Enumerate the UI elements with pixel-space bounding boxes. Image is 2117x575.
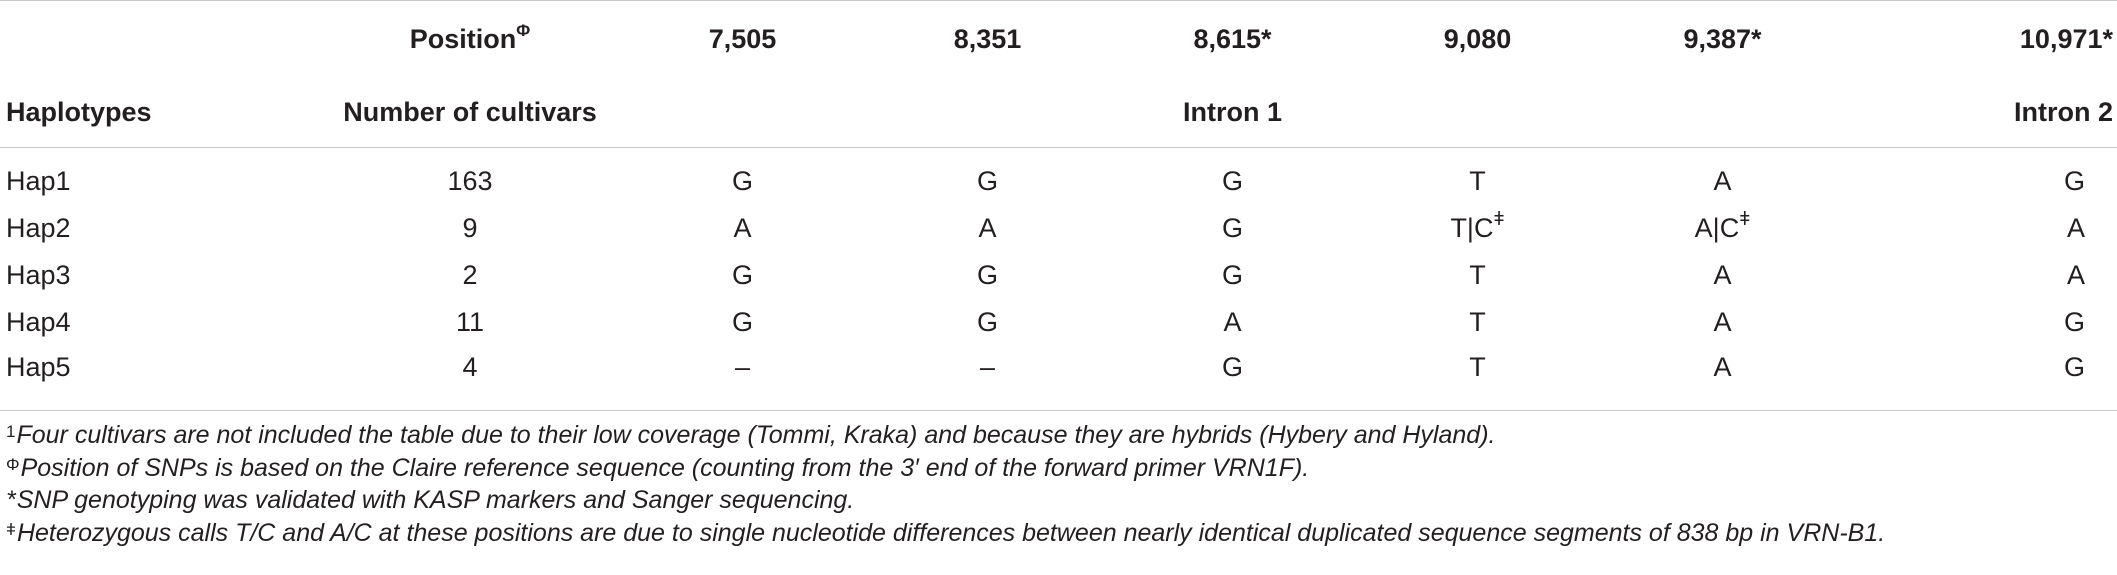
- cell-haplotype: Hap4: [6, 307, 71, 337]
- cell-snp-6: A: [2066, 260, 2085, 290]
- cell-snp-3: G: [1110, 346, 1355, 411]
- header-pos-6: 10,971*: [1845, 0, 2117, 77]
- cell-snp-5: A: [1600, 148, 1845, 206]
- header-intron1: Intron 1: [620, 77, 1845, 148]
- haplotype-table-container: PositionΦ 7,505 8,351 8,615* 9,080 9,387…: [0, 0, 2117, 411]
- cell-count: 11: [455, 307, 485, 337]
- header-haplotypes: Haplotypes: [0, 77, 320, 148]
- cell-snp-6: G: [2063, 307, 2085, 337]
- header-cultivars: Number of cultivars: [320, 77, 620, 148]
- cell-snp-2: G: [976, 166, 998, 196]
- footnote-mark: ǂ: [6, 519, 16, 539]
- snp-value: T|C: [1450, 213, 1494, 243]
- snp-value: T: [1469, 166, 1486, 196]
- cell-snp-1: G: [731, 307, 753, 337]
- header-pos-2: 8,351: [865, 0, 1110, 77]
- cell-snp-1: G: [731, 260, 753, 290]
- cell-snp-1: –: [620, 346, 865, 411]
- cell-count: 2: [462, 260, 478, 290]
- cell-snp-4: T: [1355, 148, 1600, 206]
- footnote-text: Heterozygous calls T/C and A/C at these …: [16, 518, 1886, 547]
- cell-snp-5: A: [1600, 346, 1845, 411]
- cell-snp-1: G: [731, 166, 753, 196]
- header-blank: [0, 0, 320, 77]
- cell-snp-2: G: [976, 260, 998, 290]
- cell-snp-6: G: [2063, 166, 2085, 196]
- snp-mark: ǂ: [1493, 209, 1505, 230]
- haplotype-table: PositionΦ 7,505 8,351 8,615* 9,080 9,387…: [0, 0, 2117, 411]
- snp-value: T: [1469, 307, 1486, 337]
- cell-haplotype: Hap3: [6, 260, 71, 290]
- cell-count: 9: [462, 213, 478, 243]
- cell-snp-2: G: [976, 307, 998, 337]
- table-row: Hap1 163 G G G T A G: [0, 148, 2117, 206]
- cell-snp-4: T|Cǂ: [1355, 205, 1600, 252]
- footnote-mark: Φ: [6, 454, 20, 474]
- cell-haplotype: Hap1: [6, 166, 71, 196]
- cell-snp-3: G: [1221, 213, 1243, 243]
- cell-snp-3: G: [1221, 166, 1243, 196]
- header-pos-4: 9,080: [1355, 0, 1600, 77]
- snp-value: A: [1713, 166, 1732, 196]
- cell-snp-3: A: [1223, 307, 1242, 337]
- cell-snp-5: A: [1600, 252, 1845, 299]
- header-position: PositionΦ: [320, 0, 620, 77]
- footnote-text: Position of SNPs is based on the Claire …: [20, 453, 1310, 482]
- snp-mark: ǂ: [1739, 209, 1751, 230]
- cell-snp-2: –: [865, 346, 1110, 411]
- cell-count: 163: [447, 166, 493, 196]
- footnote: 1Four cultivars are not included the tab…: [6, 419, 2106, 452]
- header-row-positions: PositionΦ 7,505 8,351 8,615* 9,080 9,387…: [0, 0, 2117, 77]
- cell-snp-1: A: [733, 213, 752, 243]
- footnote-text: SNP genotyping was validated with KASP m…: [16, 486, 855, 514]
- cell-snp-6: A: [2066, 213, 2085, 243]
- table-footnotes: 1Four cultivars are not included the tab…: [6, 419, 2106, 549]
- footnote: *SNP genotyping was validated with KASP …: [6, 484, 2106, 517]
- position-label: Position: [409, 23, 517, 54]
- footnote-mark: 1: [6, 422, 16, 441]
- cell-haplotype: Hap2: [6, 213, 71, 243]
- cell-snp-6: G: [1845, 346, 2117, 411]
- snp-value: T: [1469, 260, 1486, 290]
- snp-value: A: [1713, 352, 1732, 382]
- cell-count: 4: [320, 346, 620, 411]
- cell-snp-2: A: [978, 213, 997, 243]
- table-row: Hap5 4 – – G T A G: [0, 346, 2117, 411]
- header-pos-3: 8,615*: [1110, 0, 1355, 77]
- footnote: ΦPosition of SNPs is based on the Claire…: [6, 452, 2106, 485]
- footnote: ǂHeterozygous calls T/C and A/C at these…: [6, 517, 2106, 550]
- header-pos-5: 9,387*: [1600, 0, 1845, 77]
- cell-snp-3: G: [1221, 260, 1243, 290]
- footnote-text: Four cultivars are not included the tabl…: [16, 421, 1496, 449]
- cell-snp-5: A|Cǂ: [1600, 205, 1845, 252]
- snp-value: A: [1713, 260, 1732, 290]
- cell-haplotype: Hap5: [0, 346, 320, 411]
- position-mark: Φ: [516, 20, 531, 40]
- table-row: Hap2 9 A A G T|Cǂ A|Cǂ A: [0, 205, 2117, 252]
- cell-snp-4: T: [1355, 299, 1600, 346]
- cell-snp-4: T: [1355, 252, 1600, 299]
- header-row-labels: Haplotypes Number of cultivars Intron 1 …: [0, 77, 2117, 148]
- header-intron2: Intron 2: [1845, 77, 2117, 148]
- snp-value: A: [1713, 307, 1732, 337]
- header-pos-1: 7,505: [620, 0, 865, 77]
- snp-value: A|C: [1694, 213, 1740, 243]
- cell-snp-4: T: [1355, 346, 1600, 411]
- cell-snp-5: A: [1600, 299, 1845, 346]
- snp-value: T: [1469, 352, 1486, 382]
- footnote-mark: *: [6, 486, 16, 514]
- table-row: Hap4 11 G G A T A G: [0, 299, 2117, 346]
- table-row: Hap3 2 G G G T A A: [0, 252, 2117, 299]
